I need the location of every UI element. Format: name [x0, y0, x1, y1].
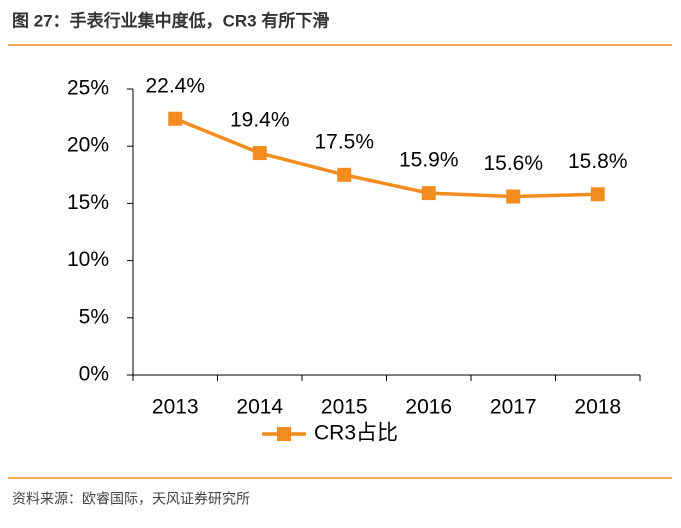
source: 资料来源：欧睿国际，天风证券研究所: [12, 491, 250, 507]
marker: [252, 146, 267, 161]
chart-title: 图 27：手表行业集中度低，CR3 有所下滑: [12, 10, 329, 30]
x-tick-label: 2013: [152, 396, 199, 419]
data-label: 22.4%: [145, 74, 205, 97]
data-label: 19.4%: [230, 109, 290, 132]
data-label: 15.9%: [399, 149, 459, 172]
legend-label: CR3占比: [314, 422, 398, 445]
data-label: 15.8%: [568, 150, 628, 173]
y-tick-label: 0%: [79, 363, 109, 386]
marker: [590, 187, 605, 202]
x-tick-label: 2015: [321, 396, 368, 419]
x-tick-label: 2018: [574, 396, 621, 419]
y-tick-label: 10%: [67, 248, 109, 271]
x-tick-label: 2016: [405, 396, 452, 419]
marker: [421, 186, 436, 201]
y-tick-label: 15%: [67, 191, 109, 214]
x-tick-label: 2017: [490, 396, 537, 419]
data-label: 15.6%: [483, 152, 543, 175]
marker: [168, 111, 183, 126]
marker: [506, 189, 521, 204]
y-tick-label: 25%: [67, 77, 109, 100]
legend-marker: [277, 427, 291, 441]
y-tick-label: 5%: [79, 305, 109, 328]
line: [174, 117, 598, 199]
y-tick-label: 20%: [67, 134, 109, 157]
data-label: 17.5%: [314, 130, 374, 153]
marker: [337, 167, 352, 182]
x-tick-label: 2014: [236, 396, 283, 419]
